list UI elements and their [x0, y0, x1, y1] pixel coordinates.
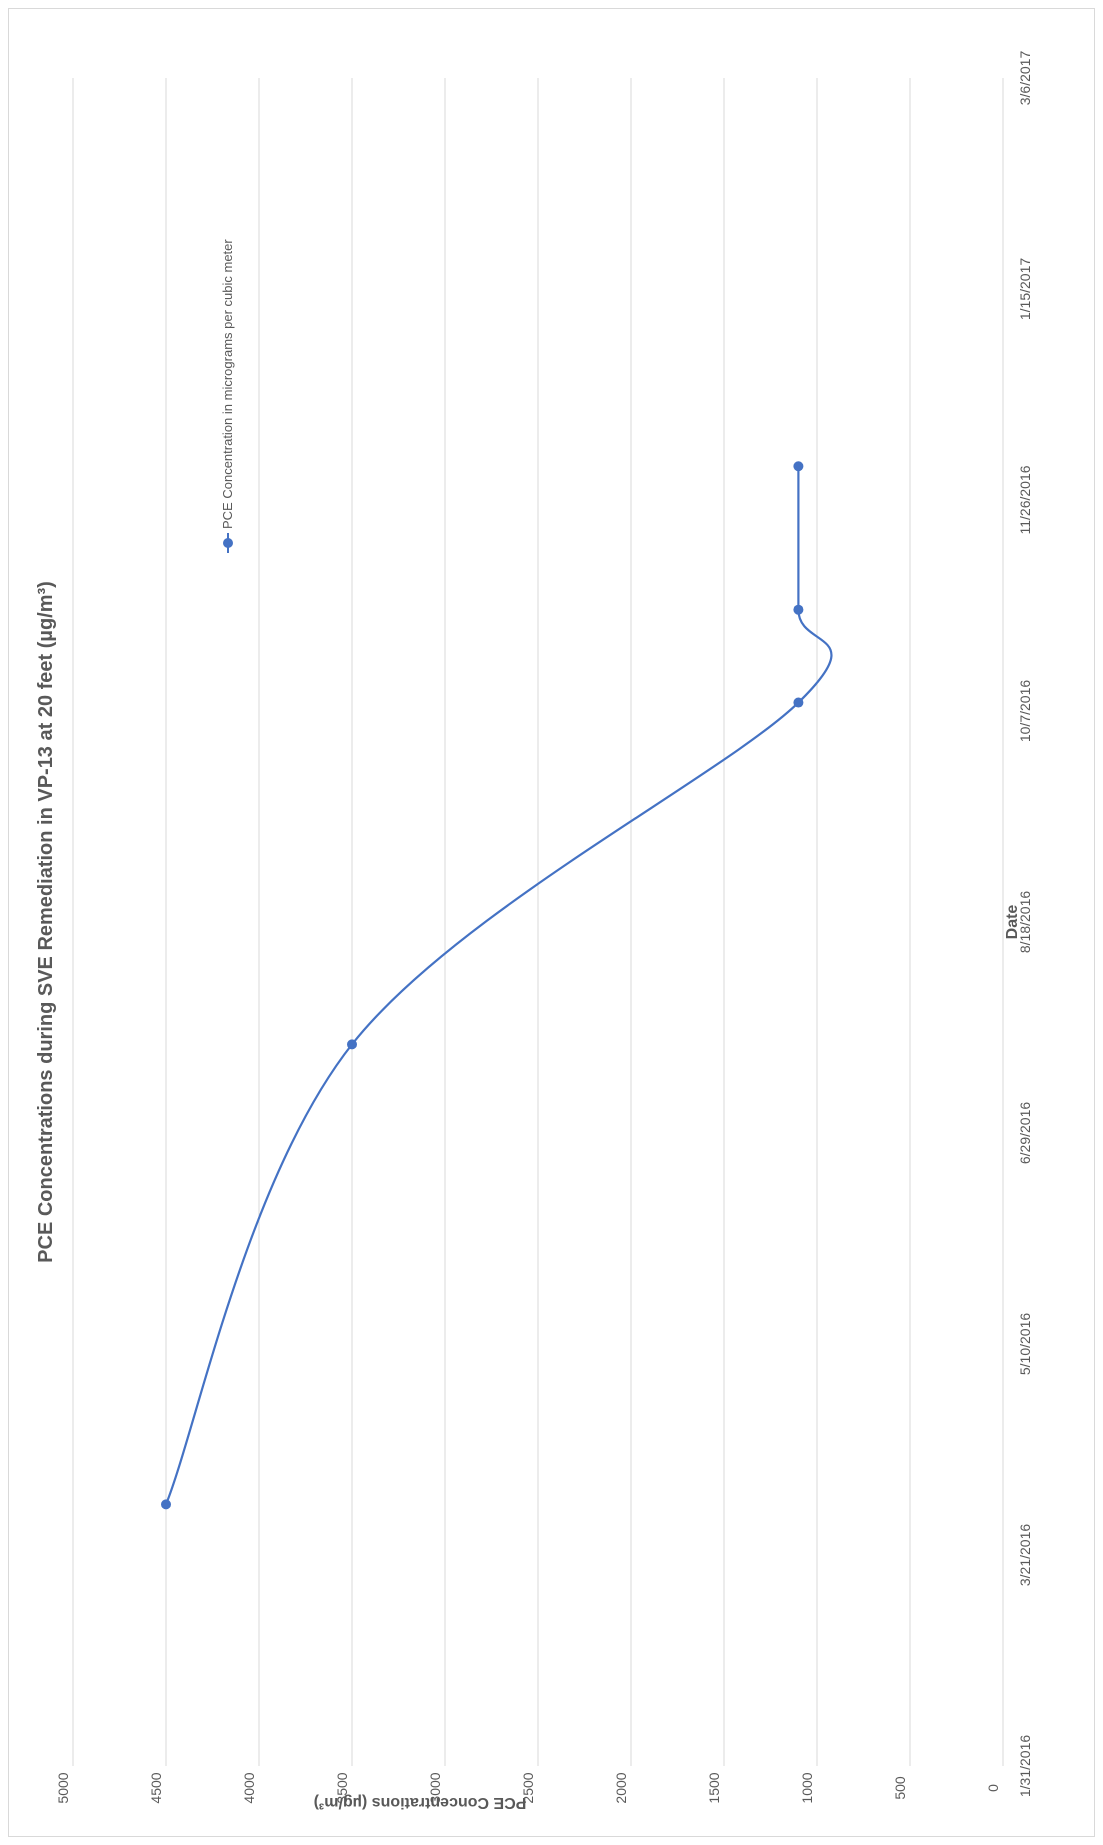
data-point [793, 604, 804, 615]
grid-layer [72, 78, 1004, 1766]
y-tick-label: 2000 [613, 1772, 629, 1803]
tick-layer: 0 500 1000 1500 2000 2500 3000 3500 4000 4500 5000… [55, 51, 1033, 1804]
x-tick-label: 8/18/2016 [1017, 891, 1033, 953]
x-tick-label: 10/7/2016 [1017, 680, 1033, 742]
data-point [793, 697, 804, 708]
series-line [164, 466, 833, 1505]
x-tick-label: 1/15/2017 [1017, 258, 1033, 320]
legend: PCE Concentration in micrograms per cubi… [220, 239, 235, 553]
x-tick-label: 3/6/2017 [1017, 51, 1033, 106]
y-tick-label: 500 [892, 1776, 908, 1800]
x-tick-label: 3/21/2016 [1017, 1524, 1033, 1586]
series-layer [161, 461, 833, 1510]
y-tick-label: 4000 [241, 1772, 257, 1803]
y-tick-label: 4500 [148, 1772, 164, 1803]
data-point [347, 1039, 357, 1050]
chart-title: PCE Concentrations during SVE Remediatio… [35, 581, 57, 1263]
y-tick-label: 3000 [427, 1772, 443, 1803]
y-tick-label: 5000 [55, 1772, 71, 1803]
y-tick-label: 1500 [706, 1772, 722, 1803]
legend-series-marker [223, 538, 233, 548]
y-tick-label: 0 [985, 1784, 1001, 1792]
y-tick-label: 1000 [799, 1772, 815, 1803]
y-tick-label: 3500 [334, 1772, 350, 1803]
x-tick-label: 5/10/2016 [1017, 1313, 1033, 1375]
chart-frame [8, 8, 1095, 1837]
y-axis-title: PCE Concentrations (µg/m³) [314, 1794, 527, 1811]
y-tick-label: 2500 [520, 1772, 536, 1803]
x-axis-title: Date [1004, 905, 1021, 940]
data-point [793, 461, 804, 472]
x-tick-label: 11/26/2016 [1017, 465, 1033, 534]
legend-series-label: PCE Concentration in micrograms per cubi… [220, 239, 235, 529]
x-tick-label: 6/29/2016 [1017, 1102, 1033, 1164]
data-point [161, 1499, 171, 1510]
x-tick-label: 1/31/2016 [1017, 1735, 1033, 1797]
